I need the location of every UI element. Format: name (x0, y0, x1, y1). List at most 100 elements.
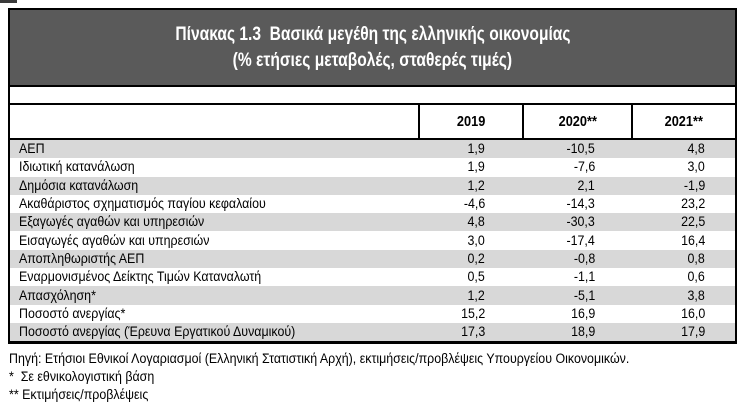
row-label: Ποσοστό ανεργίας* (10, 305, 419, 323)
row-value-2020: -14,3 (523, 195, 632, 213)
row-value-2021: 0,8 (632, 250, 735, 268)
row-value-text: -1,9 (683, 177, 705, 193)
table-body: ΑΕΠ 1,9 -10,5 4,8 Ιδιωτική κατανάλωση 1,9 -7,6… (10, 139, 735, 342)
row-value-2020: -10,5 (523, 139, 632, 158)
row-value-text: -0,8 (573, 250, 595, 266)
table-title-bar: Πίνακας 1.3 Βασικά μεγέθη της ελληνικής … (10, 10, 735, 87)
table-row: Ποσοστό ανεργίας (Έρευνα Εργατικού Δυναμ… (10, 322, 735, 342)
row-value-2019: 0,2 (419, 250, 523, 268)
row-value-text: 18,9 (570, 324, 595, 340)
row-value-2019: 1,9 (419, 158, 523, 176)
row-value-2020: 18,9 (523, 323, 632, 341)
economy-table-frame: Πίνακας 1.3 Βασικά μεγέθη της ελληνικής … (8, 8, 737, 345)
row-value-text: 15,2 (460, 305, 485, 321)
row-value-2019: -4,6 (419, 195, 523, 213)
table-subtitle: (% ετήσιες μεταβολές, σταθερές τιμές) (232, 49, 513, 71)
table-row: Δημόσια κατανάλωση 1,2 2,1 -1,9 (10, 176, 735, 195)
row-value-2020: -5,1 (523, 286, 632, 304)
table-row: Ακαθάριστος σχηματισμός παγίου κεφαλαίου… (10, 195, 735, 213)
row-value-text: 1,2 (467, 287, 485, 303)
scan-edge-artifact (0, 0, 17, 3)
row-value-2021: 0,6 (632, 268, 735, 286)
footnotes: Πηγή: Ετήσιοι Εθνικοί Λογαριασμοί (Ελλην… (9, 350, 683, 404)
row-label-text: Αποπληθωριστής ΑΕΠ (19, 250, 145, 266)
row-value-2020: -1,1 (523, 268, 632, 286)
row-value-text: -4,6 (463, 196, 485, 212)
header-year-2020: 2020** (522, 105, 632, 140)
row-value-text: 17,3 (460, 324, 485, 340)
row-value-text: 0,5 (467, 269, 485, 285)
row-value-text: 3,0 (687, 159, 705, 175)
row-value-2020: -17,4 (523, 231, 632, 249)
footnote-double-asterisk: ** Εκτιμήσεις/προβλέψεις (9, 387, 149, 402)
row-label: Αποπληθωριστής ΑΕΠ (10, 250, 419, 268)
row-label: Δημόσια κατανάλωση (10, 177, 419, 195)
header-year-label: 2019 (456, 113, 486, 130)
table-row: Ποσοστό ανεργίας* 15,2 16,9 16,0 (10, 305, 735, 323)
header-year-label: 2020** (558, 113, 597, 130)
row-label-text: Ακαθάριστος σχηματισμός παγίου κεφαλαίου (19, 196, 266, 212)
row-label-text: Ποσοστό ανεργίας* (19, 305, 126, 321)
row-value-text: -1,1 (573, 269, 595, 285)
row-label: Ποσοστό ανεργίας (Έρευνα Εργατικού Δυναμ… (10, 323, 419, 341)
row-value-text: 0,2 (467, 250, 485, 266)
row-value-2019: 0,5 (419, 268, 523, 286)
row-value-text: 16,0 (680, 305, 705, 321)
row-value-2020: 2,1 (523, 177, 632, 195)
row-label: Εξαγωγές αγαθών και υπηρεσιών (10, 213, 419, 231)
row-value-2021: 3,8 (632, 286, 735, 304)
table-row: Εναρμονισμένος Δείκτης Τιμών Καταναλωτή 0… (10, 268, 735, 286)
row-value-2021: 16,4 (632, 231, 735, 249)
row-value-text: 3,0 (467, 232, 485, 248)
row-value-2021: 16,0 (632, 305, 735, 323)
row-value-2021: 4,8 (632, 139, 735, 158)
row-value-2019: 17,3 (419, 323, 523, 341)
row-value-2020: 16,9 (523, 305, 632, 323)
row-value-text: -10,5 (566, 141, 595, 157)
row-label-text: Δημόσια κατανάλωση (19, 177, 139, 193)
row-value-2019: 1,2 (419, 177, 523, 195)
row-value-text: -30,3 (566, 214, 595, 230)
row-value-text: 4,8 (687, 141, 705, 157)
table-row: Ιδιωτική κατανάλωση 1,9 -7,6 3,0 (10, 158, 735, 176)
row-value-text: -14,3 (566, 196, 595, 212)
row-value-text: 0,6 (687, 269, 705, 285)
row-label: Ιδιωτική κατανάλωση (10, 158, 419, 176)
row-value-text: 1,9 (467, 141, 485, 157)
table-title: Πίνακας 1.3 Βασικά μεγέθη της ελληνικής … (174, 23, 571, 45)
row-value-text: 23,2 (680, 196, 705, 212)
row-value-text: 3,8 (687, 287, 705, 303)
footnote-single-asterisk: * Σε εθνικολογιστική βάση (9, 369, 155, 384)
row-value-2020: -7,6 (523, 158, 632, 176)
row-value-2019: 15,2 (419, 305, 523, 323)
header-year-2021: 2021** (631, 105, 735, 140)
header-empty-cell (10, 105, 419, 140)
row-value-text: -17,4 (566, 232, 595, 248)
row-value-text: 17,9 (680, 324, 705, 340)
row-value-2021: 3,0 (632, 158, 735, 176)
row-value-2019: 1,9 (419, 139, 523, 158)
row-label: Ακαθάριστος σχηματισμός παγίου κεφαλαίου (10, 195, 419, 213)
row-value-2020: -30,3 (523, 213, 632, 231)
table-row: Εξαγωγές αγαθών και υπηρεσιών 4,8 -30,3 22,… (10, 213, 735, 232)
row-value-2021: 23,2 (632, 195, 735, 213)
row-value-text: 1,9 (467, 159, 485, 175)
table-row: ΑΕΠ 1,9 -10,5 4,8 (10, 139, 735, 159)
row-value-2021: 17,9 (632, 323, 735, 341)
row-value-2019: 1,2 (419, 286, 523, 304)
row-value-text: -7,6 (573, 159, 595, 175)
row-label-text: Ιδιωτική κατανάλωση (19, 159, 135, 175)
row-value-text: 0,8 (687, 250, 705, 266)
row-value-text: 16,4 (680, 232, 705, 248)
row-label-text: Απασχόληση* (19, 287, 96, 303)
footnote-source: Πηγή: Ετήσιοι Εθνικοί Λογαριασμοί (Ελλην… (9, 351, 630, 366)
row-label-text: Εναρμονισμένος Δείκτης Τιμών Καταναλωτή (19, 269, 262, 285)
row-value-text: 16,9 (570, 305, 595, 321)
table-row: Εισαγωγές αγαθών και υπηρεσιών 3,0 -17,4 16… (10, 231, 735, 249)
header-row: 2019 2020** 2021** (10, 105, 735, 140)
economy-table: 2019 2020** 2021** ΑΕΠ 1,9 -10,5 4,8 Ιδιωτικ… (10, 105, 735, 342)
empty-band (10, 87, 735, 105)
row-value-2019: 3,0 (419, 231, 523, 249)
row-label-text: Εισαγωγές αγαθών και υπηρεσιών (19, 232, 210, 248)
